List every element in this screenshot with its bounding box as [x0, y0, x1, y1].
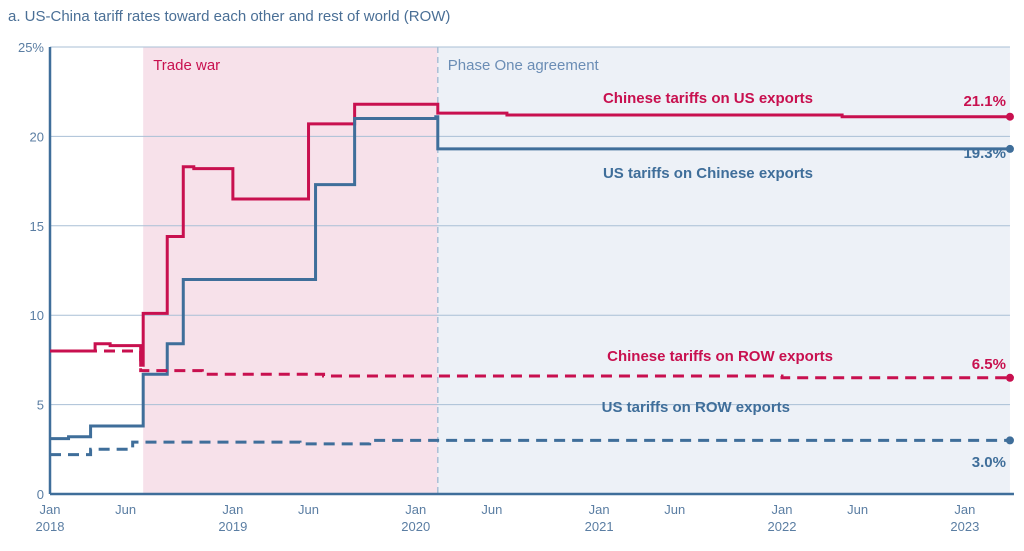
x-tick-year: 2018: [36, 519, 65, 534]
series-line: [50, 349, 1010, 380]
x-tick-label: Jan: [405, 502, 426, 517]
series-line: [50, 438, 1010, 457]
chart-title: a. US-China tariff rates toward each oth…: [8, 8, 451, 25]
series-end-value: 3.0%: [972, 454, 1006, 471]
x-tick-label: Jan: [772, 502, 793, 517]
x-tick-label: Jan: [40, 502, 61, 517]
x-tick-year: 2020: [401, 519, 430, 534]
x-tick-year: 2023: [950, 519, 979, 534]
x-tick-year: 2021: [585, 519, 614, 534]
y-tick-label: 25%: [18, 40, 44, 55]
series-end-marker: [1005, 436, 1014, 445]
x-tick-label: Jun: [481, 502, 502, 517]
region-1: [437, 47, 1010, 494]
region-label: Phase One agreement: [448, 57, 600, 74]
y-tick-label: 15: [30, 219, 44, 234]
series-label: US tariffs on Chinese exports: [603, 165, 813, 182]
x-tick-label: Jun: [298, 502, 319, 517]
x-tick-label: Jan: [222, 502, 243, 517]
x-tick-year: 2022: [768, 519, 797, 534]
y-tick-label: 0: [37, 487, 44, 502]
region-label: Trade war: [153, 57, 220, 74]
x-tick-label: Jan: [954, 502, 975, 517]
series-end-value: 19.3%: [963, 145, 1006, 162]
series-end-marker: [1005, 144, 1014, 153]
series-line: [50, 102, 1010, 367]
series-end-marker: [1005, 112, 1014, 121]
x-tick-label: Jun: [664, 502, 685, 517]
y-tick-label: 5: [37, 398, 44, 413]
series-label: Chinese tariffs on ROW exports: [607, 348, 833, 365]
series-label: US tariffs on ROW exports: [602, 399, 790, 416]
series-end-value: 6.5%: [972, 356, 1006, 373]
x-tick-label: Jun: [847, 502, 868, 517]
series-end-marker: [1005, 373, 1014, 382]
region-0: [143, 47, 438, 494]
x-tick-label: Jun: [115, 502, 136, 517]
series-line: [50, 115, 1010, 441]
y-tick-label: 10: [30, 308, 44, 323]
series-end-value: 21.1%: [963, 93, 1006, 110]
x-tick-year: 2019: [218, 519, 247, 534]
y-tick-label: 20: [30, 129, 44, 144]
series-label: Chinese tariffs on US exports: [603, 90, 813, 107]
x-tick-label: Jan: [589, 502, 610, 517]
